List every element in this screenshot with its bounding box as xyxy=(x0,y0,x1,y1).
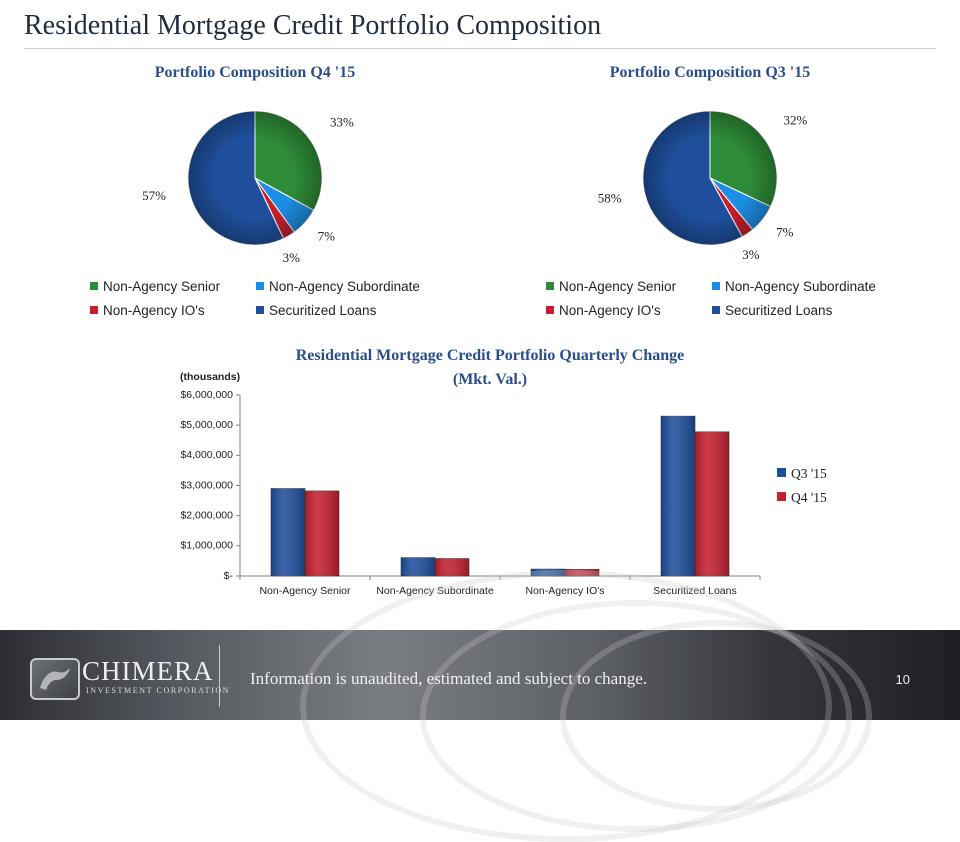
legend-item-non-agency-subordinate: Non-Agency Subordinate xyxy=(256,279,420,294)
legend-swatch xyxy=(777,492,786,501)
chimera-logo-icon xyxy=(30,658,80,700)
disclaimer-text: Information is unaudited, estimated and … xyxy=(250,669,648,688)
bar-q3-15-securitized-loans xyxy=(660,415,696,577)
legend-swatch xyxy=(546,306,554,314)
footer-band xyxy=(0,570,960,842)
bar-chart-title: Residential Mortgage Credit Portfolio Qu… xyxy=(250,344,730,392)
pie-label-non-agency-io-s: 3% xyxy=(283,250,301,265)
legend-item-non-agency-senior: Non-Agency Senior xyxy=(90,279,220,294)
title-divider xyxy=(24,48,936,49)
legend-label: Non-Agency Senior xyxy=(559,279,677,294)
legend-swatch xyxy=(712,306,720,314)
y-tick-label: $2,000,000 xyxy=(180,509,233,521)
legend-label: Securitized Loans xyxy=(725,303,833,318)
legend-label: Non-Agency Senior xyxy=(103,279,221,294)
legend-label: Non-Agency Subordinate xyxy=(725,279,876,294)
bar-q3-15-non-agency-subordinate xyxy=(400,557,436,577)
bar-legend-item-q3-15: Q3 '15 xyxy=(777,466,827,490)
logo-wordmark: CHIMERA xyxy=(82,656,214,686)
pie-label-non-agency-subordinate: 7% xyxy=(318,229,336,244)
page-title: Residential Mortgage Credit Portfolio Co… xyxy=(24,10,602,41)
bar-legend-item-q4-15: Q4 '15 xyxy=(777,490,827,514)
pie-label-non-agency-senior: 33% xyxy=(330,115,354,130)
pie-label-non-agency-senior: 32% xyxy=(784,112,808,127)
pie-label-securitized-loans: 58% xyxy=(598,191,622,206)
legend-item-securitized-loans: Securitized Loans xyxy=(256,303,376,318)
bar-q4-15-securitized-loans xyxy=(694,431,730,577)
legend-label: Q4 '15 xyxy=(791,490,827,505)
legend-label: Non-Agency Subordinate xyxy=(269,279,420,294)
bar-q4-15-non-agency-senior xyxy=(304,490,340,577)
legend-swatch xyxy=(777,468,786,477)
logo-subtitle: INVESTMENT CORPORATION xyxy=(86,686,231,695)
y-tick-label: $5,000,000 xyxy=(180,419,233,431)
page-number: 10 xyxy=(895,672,910,687)
y-tick-label: $4,000,000 xyxy=(180,449,233,461)
legend-swatch xyxy=(546,282,554,290)
pie-chart-q4: 33% 7% 3% 57% xyxy=(142,110,354,265)
legend-item-non-agency-subordinate: Non-Agency Subordinate xyxy=(712,279,876,294)
pie-label-non-agency-subordinate: 7% xyxy=(776,224,794,239)
legend-label: Non-Agency IO's xyxy=(559,303,661,318)
legend-label: Q3 '15 xyxy=(791,466,827,481)
bar-chart-quarterly-change: $- $1,000,000 $2,000,000 $3,000,000 $4,000,0… xyxy=(180,389,761,597)
bar-chart-title-line-1: Residential Mortgage Credit Portfolio Qu… xyxy=(295,347,685,364)
legend-item-non-agency-io-s: Non-Agency IO's xyxy=(546,303,661,318)
y-tick-label: $1,000,000 xyxy=(180,540,233,552)
bar-q3-15-non-agency-senior xyxy=(270,488,306,577)
footer-divider xyxy=(219,645,220,707)
bar-q4-15-non-agency-subordinate xyxy=(434,558,470,577)
bar-chart-legend: Q3 '15 Q4 '15 xyxy=(777,466,827,514)
y-tick-label: $6,000,000 xyxy=(180,389,233,401)
legend-swatch xyxy=(712,282,720,290)
legend-item-non-agency-io-s: Non-Agency IO's xyxy=(90,303,205,318)
legend-label: Non-Agency IO's xyxy=(103,303,205,318)
legend-swatch xyxy=(90,306,98,314)
legend-item-securitized-loans: Securitized Loans xyxy=(712,303,832,318)
pie-label-securitized-loans: 57% xyxy=(142,188,166,203)
pie-label-non-agency-io-s: 3% xyxy=(742,247,760,262)
x-tick-label-non-agency-senior: Non-Agency Senior xyxy=(259,585,351,597)
legend-swatch xyxy=(90,282,98,290)
pie-q4-title: Portfolio Composition Q4 '15 xyxy=(154,64,356,81)
bar-y-axis-unit: (thousands) xyxy=(180,371,241,383)
legend-item-non-agency-senior: Non-Agency Senior xyxy=(546,279,676,294)
legend-label: Securitized Loans xyxy=(269,303,377,318)
pie-chart-q3: 32% 7% 3% 58% xyxy=(598,110,808,262)
bar-chart-title-line-2: (Mkt. Val.) xyxy=(452,371,528,388)
legend-swatch xyxy=(256,306,264,314)
legend-swatch xyxy=(256,282,264,290)
y-tick-label: $- xyxy=(224,570,234,582)
y-tick-label: $3,000,000 xyxy=(180,479,233,491)
pie-q3-title: Portfolio Composition Q3 '15 xyxy=(609,64,811,81)
